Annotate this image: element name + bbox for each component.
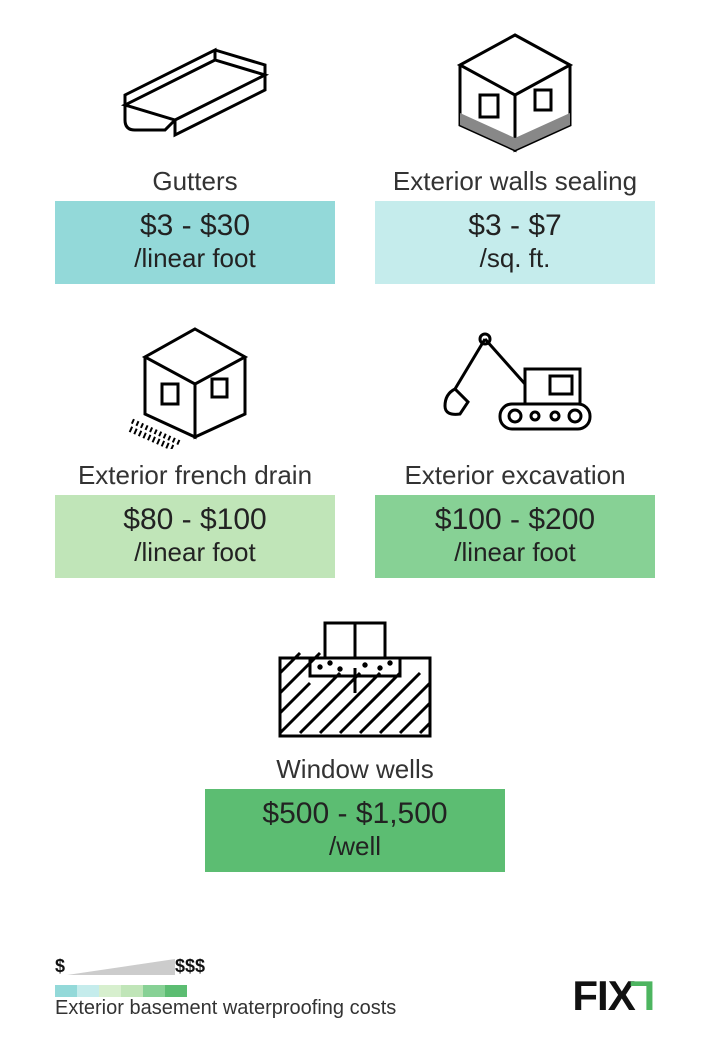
- price-box: $3 - $30 /linear foot: [55, 201, 335, 284]
- price-box: $500 - $1,500 /well: [205, 789, 505, 872]
- footer: $ $$$ Exterior basement waterproofing co…: [55, 956, 655, 1020]
- card-label: Exterior excavation: [375, 454, 655, 495]
- legend-high: $$$: [175, 956, 205, 977]
- price-unit: /linear foot: [375, 537, 655, 568]
- card-walls-sealing: Exterior walls sealing $3 - $7 /sq. ft.: [375, 20, 655, 284]
- legend-swatches: [55, 985, 655, 997]
- legend-scale: $ $$$: [55, 956, 655, 977]
- card-excavation: Exterior excavation $100 - $200 /linear …: [375, 314, 655, 578]
- price-unit: /linear foot: [55, 537, 335, 568]
- french-drain-icon: [55, 314, 335, 454]
- center-row: Window wells $500 - $1,500 /well: [55, 608, 655, 872]
- price-unit: /linear foot: [55, 243, 335, 274]
- price-unit: /well: [205, 831, 505, 862]
- legend-triangle-icon: [67, 959, 175, 975]
- legend-title: Exterior basement waterproofing costs: [55, 997, 655, 1020]
- price-value: $80 - $100: [55, 503, 335, 537]
- card-label: Gutters: [55, 160, 335, 201]
- legend-swatch: [55, 985, 77, 997]
- legend-low: $: [55, 956, 65, 977]
- card-gutters: Gutters $3 - $30 /linear foot: [55, 20, 335, 284]
- legend-swatch: [121, 985, 143, 997]
- window-well-icon: [205, 608, 505, 748]
- excavator-icon: [375, 314, 655, 454]
- logo-accent: Γ: [631, 972, 655, 1020]
- card-window-wells: Window wells $500 - $1,500 /well: [205, 608, 505, 872]
- price-value: $500 - $1,500: [205, 797, 505, 831]
- price-unit: /sq. ft.: [375, 243, 655, 274]
- price-box: $100 - $200 /linear foot: [375, 495, 655, 578]
- gutter-icon: [55, 20, 335, 160]
- logo-text: FIX: [572, 972, 634, 1020]
- price-box: $80 - $100 /linear foot: [55, 495, 335, 578]
- price-box: $3 - $7 /sq. ft.: [375, 201, 655, 284]
- price-value: $100 - $200: [375, 503, 655, 537]
- cost-grid: Gutters $3 - $30 /linear foot Exterior w…: [0, 0, 710, 872]
- price-value: $3 - $30: [55, 209, 335, 243]
- legend-swatch: [99, 985, 121, 997]
- house-sealing-icon: [375, 20, 655, 160]
- card-label: Exterior walls sealing: [375, 160, 655, 201]
- legend-swatch: [77, 985, 99, 997]
- card-label: Exterior french drain: [55, 454, 335, 495]
- card-label: Window wells: [205, 748, 505, 789]
- price-value: $3 - $7: [375, 209, 655, 243]
- fixr-logo: FIXΓ: [572, 972, 655, 1020]
- legend-swatch: [143, 985, 165, 997]
- card-french-drain: Exterior french drain $80 - $100 /linear…: [55, 314, 335, 578]
- legend-swatch: [165, 985, 187, 997]
